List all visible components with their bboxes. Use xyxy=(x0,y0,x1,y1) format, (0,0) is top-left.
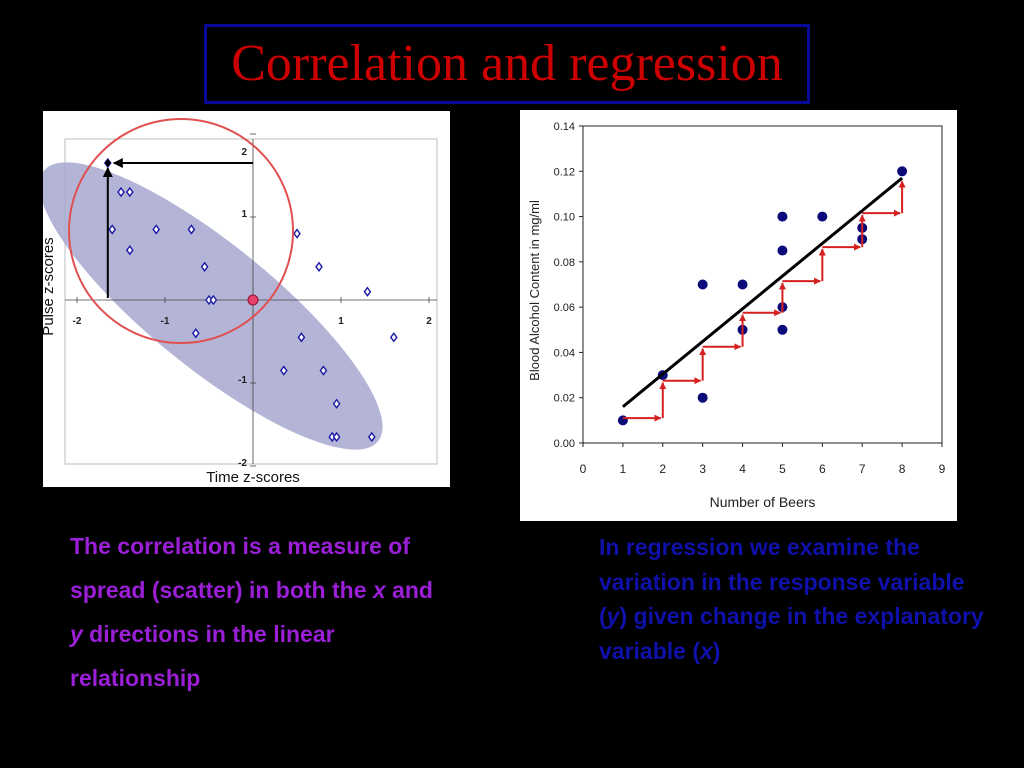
regression-chart: 0 1 2 3 4 5 6 7 8 9 0.00 0.02 0.04 0.06 0.08 0.10 0.12 0.… xyxy=(527,121,946,510)
x-tick-label: 6 xyxy=(819,462,826,476)
data-point xyxy=(209,294,218,306)
x-tick-label: 0 xyxy=(580,462,587,476)
y-tick-label: -2 xyxy=(238,458,247,469)
caption-text: and xyxy=(385,577,433,603)
x-tick-label: -1 xyxy=(161,316,170,327)
y-tick-label: 0.14 xyxy=(554,121,575,133)
slide-title: Correlation and regression xyxy=(231,35,783,92)
caption-text: directions in the linear relationship xyxy=(70,621,335,691)
data-point xyxy=(191,328,200,339)
origin-point xyxy=(247,294,259,306)
x-tick-label: -2 xyxy=(73,316,82,327)
data-point xyxy=(363,286,372,297)
data-point xyxy=(297,332,306,343)
correlation-caption: The correlation is a measure of spread (… xyxy=(70,524,450,700)
data-point xyxy=(389,332,398,343)
y-tick-label: 0.10 xyxy=(554,212,575,224)
data-point xyxy=(777,211,788,222)
y-tick-label: 0.12 xyxy=(554,166,575,178)
regression-caption: In regression we examine the variation i… xyxy=(599,530,999,668)
highlight-point xyxy=(104,159,111,168)
caption-variable-y: y xyxy=(70,621,83,647)
y-tick-label: 2 xyxy=(241,147,247,158)
x-tick-label: 8 xyxy=(899,462,906,476)
y-tick-label: -1 xyxy=(238,375,247,386)
data-point xyxy=(737,279,748,290)
data-point xyxy=(187,224,196,235)
y-axis-label: Pulse z-scores xyxy=(43,237,57,335)
x-axis-label: Number of Beers xyxy=(710,494,816,510)
regression-line xyxy=(621,176,904,408)
data-point xyxy=(117,186,125,198)
caption-variable-x: x xyxy=(700,637,713,664)
x-tick-label: 3 xyxy=(699,462,706,476)
x-tick-label: 2 xyxy=(426,316,432,327)
data-point xyxy=(125,186,134,198)
y-tick-label: 1 xyxy=(241,209,247,220)
data-point xyxy=(367,431,376,443)
x-tick-label: 7 xyxy=(859,462,866,476)
data-point xyxy=(319,365,328,376)
y-tick-label: 0.08 xyxy=(554,257,575,269)
caption-text: ) xyxy=(712,637,721,664)
data-point xyxy=(200,261,209,272)
x-tick-label: 2 xyxy=(659,462,666,476)
y-tick-label: 0.00 xyxy=(554,438,575,450)
x-axis-label: Time z-scores xyxy=(206,469,300,486)
x-tick-label: 9 xyxy=(939,462,946,476)
data-point xyxy=(332,431,341,443)
data-point xyxy=(777,245,788,256)
caption-text: ) given change in the explanatory variab… xyxy=(599,603,984,664)
y-tick-label: 0.06 xyxy=(554,302,575,314)
data-point xyxy=(697,279,708,290)
x-tick-label: 4 xyxy=(739,462,746,476)
data-point xyxy=(315,261,323,272)
data-point xyxy=(777,324,788,335)
data-point xyxy=(697,392,708,403)
data-point xyxy=(817,211,828,222)
caption-text: In regression we examine the variation i… xyxy=(599,534,965,629)
caption-variable-y: y xyxy=(606,603,620,629)
x-tick-label: 5 xyxy=(779,462,786,476)
data-point xyxy=(125,245,134,256)
data-point xyxy=(152,224,161,235)
data-point xyxy=(293,228,301,239)
highlight-circle xyxy=(68,118,294,344)
data-point xyxy=(332,398,341,409)
regression-chart-panel: 0 1 2 3 4 5 6 7 8 9 0.00 0.02 0.04 0.06 0.08 0.10 0.12 0.… xyxy=(520,110,957,521)
data-point xyxy=(897,166,908,177)
y-axis-label: Blood Alcohol Content in mg/ml xyxy=(527,200,542,381)
data-point xyxy=(617,415,628,426)
caption-variable-x: x xyxy=(372,577,386,603)
scatter-ellipse xyxy=(39,162,383,450)
x-tick-label: 1 xyxy=(338,316,344,327)
x-tick-label: 1 xyxy=(620,462,627,476)
y-tick-label: 0.02 xyxy=(554,393,575,405)
title-box: Correlation and regression xyxy=(204,24,810,104)
data-point xyxy=(279,365,288,376)
correlation-chart-panel: -2 -1 1 2 2 1 -1 -2 Time z-scores Pulse z-scores xyxy=(39,111,450,487)
caption-text: The correlation is a measure of spread (… xyxy=(70,533,411,603)
y-tick-label: 0.04 xyxy=(554,347,575,359)
data-point xyxy=(108,224,117,235)
